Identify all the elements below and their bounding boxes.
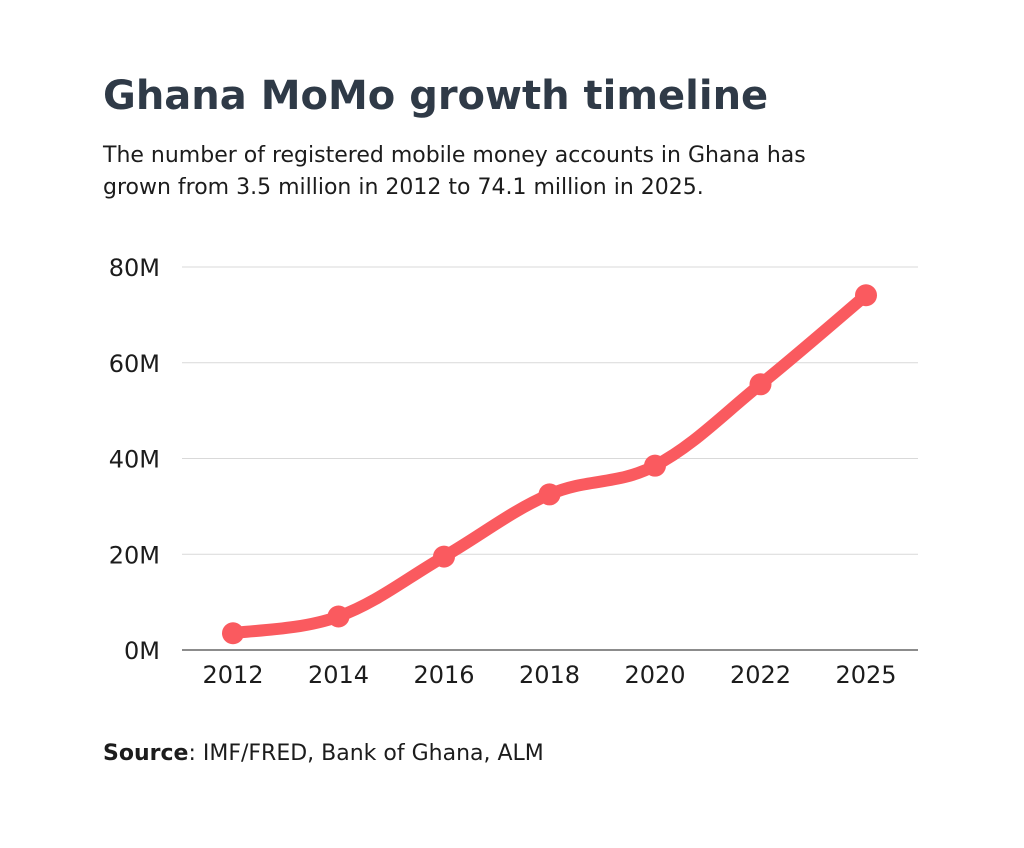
chart-title: Ghana MoMo growth timeline	[103, 73, 769, 119]
data-point-2018	[538, 483, 561, 506]
data-point-2014	[327, 605, 350, 628]
x-tick-labels: 2012 2014 2016 2018 2020 2022 2025	[202, 661, 896, 689]
source-note: Source: IMF/FRED, Bank of Ghana, ALM	[103, 738, 544, 770]
data-point-2025	[855, 284, 877, 307]
source-label: Source	[103, 741, 189, 766]
data-point-2012	[222, 622, 244, 645]
x-tick-label: 2018	[519, 661, 580, 689]
chart-subtitle: The number of registered mobile money ac…	[103, 143, 806, 200]
y-tick-label: 0M	[124, 637, 160, 665]
y-tick-label: 40M	[109, 446, 160, 474]
data-point-2022	[749, 373, 772, 396]
y-tick-label: 60M	[109, 350, 160, 378]
x-tick-label: 2012	[202, 661, 263, 689]
x-tick-label: 2016	[413, 661, 474, 689]
data-point-2020	[644, 454, 666, 477]
series	[222, 284, 877, 645]
y-tick-labels: 0M 20M 40M 60M 80M	[109, 254, 160, 665]
source-text: : IMF/FRED, Bank of Ghana, ALM	[188, 741, 544, 766]
x-tick-label: 2020	[624, 661, 685, 689]
series-line	[227, 289, 872, 640]
data-point-2016	[433, 545, 455, 568]
x-tick-label: 2022	[730, 661, 791, 689]
grid-lines	[182, 266, 918, 555]
x-tick-label: 2025	[835, 661, 896, 689]
y-tick-label: 80M	[109, 254, 160, 282]
x-tick-label: 2014	[308, 661, 369, 689]
y-tick-label: 20M	[109, 541, 160, 569]
